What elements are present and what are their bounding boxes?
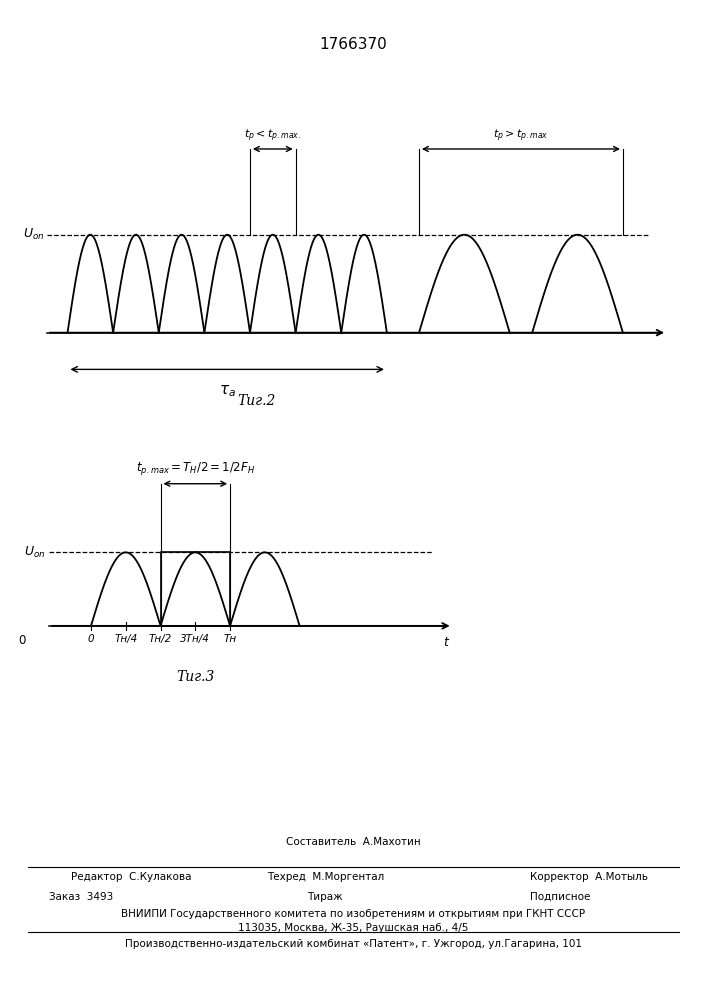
Text: $U_{on}$: $U_{on}$ — [24, 545, 46, 560]
Text: $\tau_a$: $\tau_a$ — [218, 383, 235, 399]
Text: Техред  М.Моргентал: Техред М.Моргентал — [267, 872, 384, 882]
Text: 0: 0 — [88, 634, 94, 644]
Text: $t_p>t_{p.max}$: $t_p>t_{p.max}$ — [493, 128, 549, 144]
Text: Tн/4: Tн/4 — [114, 634, 137, 644]
Text: 0: 0 — [18, 634, 25, 647]
Text: Τиг.2: Τиг.2 — [238, 394, 276, 408]
Text: Тираж: Тираж — [308, 892, 343, 902]
Text: Производственно-издательский комбинат «Патент», г. Ужгород, ул.Гагарина, 101: Производственно-издательский комбинат «П… — [125, 939, 582, 949]
Text: Заказ  3493: Заказ 3493 — [49, 892, 114, 902]
Text: $t_p<t_{p.max.}$: $t_p<t_{p.max.}$ — [244, 128, 301, 144]
Text: ВНИИПИ Государственного комитета по изобретениям и открытиям при ГКНТ СССР: ВНИИПИ Государственного комитета по изоб… — [122, 909, 585, 919]
Text: 3Tн/4: 3Tн/4 — [180, 634, 210, 644]
Text: Τиг.3: Τиг.3 — [176, 670, 214, 684]
Text: Редактор  С.Кулакова: Редактор С.Кулакова — [71, 872, 191, 882]
Text: $U_{on}$: $U_{on}$ — [23, 227, 44, 242]
Text: Корректор  А.Мотыль: Корректор А.Мотыль — [530, 872, 648, 882]
Text: $t_{p.max}=T_H/2=1/2F_H$: $t_{p.max}=T_H/2=1/2F_H$ — [136, 460, 255, 477]
Text: $t$: $t$ — [443, 636, 450, 649]
Text: Подписное: Подписное — [530, 892, 590, 902]
Bar — [160, 552, 230, 626]
Text: Tн: Tн — [223, 634, 237, 644]
Text: Tн/2: Tн/2 — [149, 634, 172, 644]
Text: 1766370: 1766370 — [320, 37, 387, 52]
Text: Составитель  А.Махотин: Составитель А.Махотин — [286, 837, 421, 847]
Text: 113035, Москва, Ж-35, Раушская наб., 4/5: 113035, Москва, Ж-35, Раушская наб., 4/5 — [238, 923, 469, 933]
